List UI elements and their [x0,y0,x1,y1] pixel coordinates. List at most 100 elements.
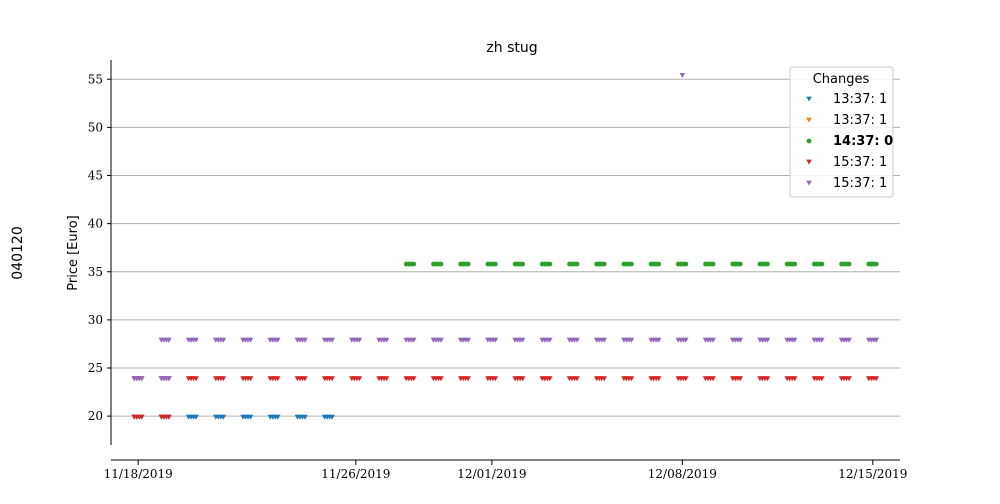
data-point [574,376,580,382]
legend-label: 13:37: 1 [833,92,887,107]
x-tick-label: 11/26/2019 [321,467,390,481]
legend-entries: 13:37: 1 13:37: 1 14:37: 0 15:37: 1 15:37: 1 [806,92,893,191]
series-5 [131,376,172,382]
data-point [247,414,254,420]
data-point [710,376,716,382]
data-point [791,337,798,343]
data-point [710,261,716,267]
data-point [601,376,608,382]
series-layer [131,73,880,420]
data-point [683,337,689,343]
legend-label: 14:37: 0 [833,134,893,149]
y-tick-label: 50 [88,120,103,134]
data-point [547,376,553,382]
data-point [764,337,771,343]
data-point [873,337,880,343]
data-point [846,261,852,267]
data-point [547,261,553,267]
data-point [737,376,744,382]
data-point [302,414,308,420]
data-point [193,337,199,343]
legend-marker [806,117,812,123]
data-point [166,376,172,382]
x-tick-label: 12/08/2019 [648,467,717,481]
legend-entry: 15:37: 1 [806,155,887,170]
data-point [302,337,308,343]
series-4 [158,337,880,343]
data-point [492,376,499,382]
legend-entry: 13:37: 1 [806,92,887,107]
data-point [679,73,686,78]
x-tick-label: 12/01/2019 [457,467,526,481]
data-point [791,376,798,382]
data-point [683,376,689,382]
x-tick-label: 11/18/2019 [104,467,173,481]
data-point [138,414,145,420]
data-point [220,337,227,343]
data-point [574,261,580,267]
data-point [329,414,335,420]
data-point [737,337,744,343]
data-point [629,261,634,267]
axes-layer [110,60,900,461]
data-point [274,337,281,343]
chart-title: zh stug [486,40,537,56]
data-point [247,337,254,343]
data-point [438,376,444,382]
data-point [628,376,635,382]
data-point [628,337,635,343]
y-tick-label: 45 [88,169,103,183]
data-point [411,261,417,267]
data-point [383,376,390,382]
data-point [873,376,880,382]
data-point [737,261,743,267]
y-tick-label: 30 [88,313,103,327]
data-point [601,337,608,343]
data-point [819,376,825,382]
data-point [166,337,172,343]
series-3 [131,414,172,420]
data-point [846,376,852,382]
tick-layer: 20 25 30 35 40 45 50 55 11/18/2019 11/26/2019 12/0… [88,72,908,481]
data-point [220,414,227,420]
data-point [410,337,417,343]
data-point [519,376,526,382]
data-point [465,337,471,343]
data-point [656,261,662,267]
data-point [329,337,335,343]
data-point [383,337,390,343]
data-point [819,261,825,267]
data-point [356,376,363,382]
data-point [574,337,580,343]
x-tick-label: 12/15/2019 [838,467,907,481]
y-tick-label: 25 [88,361,103,375]
legend-label: 13:37: 1 [833,113,887,128]
data-point [873,261,879,267]
series-1 [403,261,879,267]
data-point [655,376,662,382]
legend-label: 15:37: 1 [833,155,887,170]
legend-marker [806,96,812,102]
data-point [846,337,852,343]
data-point [492,337,499,343]
data-point [193,414,199,420]
y-axis-label: Price [Euro] [66,215,81,290]
legend-marker [806,138,812,144]
data-point [465,261,471,267]
data-point [601,261,607,267]
data-point [492,261,498,267]
data-point [274,414,281,420]
data-point [356,337,363,343]
legend-entry: 13:37: 1 [806,113,887,128]
data-point [193,376,199,382]
legend: Changes 13:37: 1 13:37: 1 14:37: 0 15:37: 1… [789,66,894,198]
legend-title: Changes [813,72,870,87]
legend-entry: 15:37: 1 [806,176,887,191]
legend-label: 15:37: 1 [833,176,887,191]
data-point [220,376,227,382]
data-point [519,337,526,343]
series-2 [131,376,880,382]
data-point [655,337,662,343]
